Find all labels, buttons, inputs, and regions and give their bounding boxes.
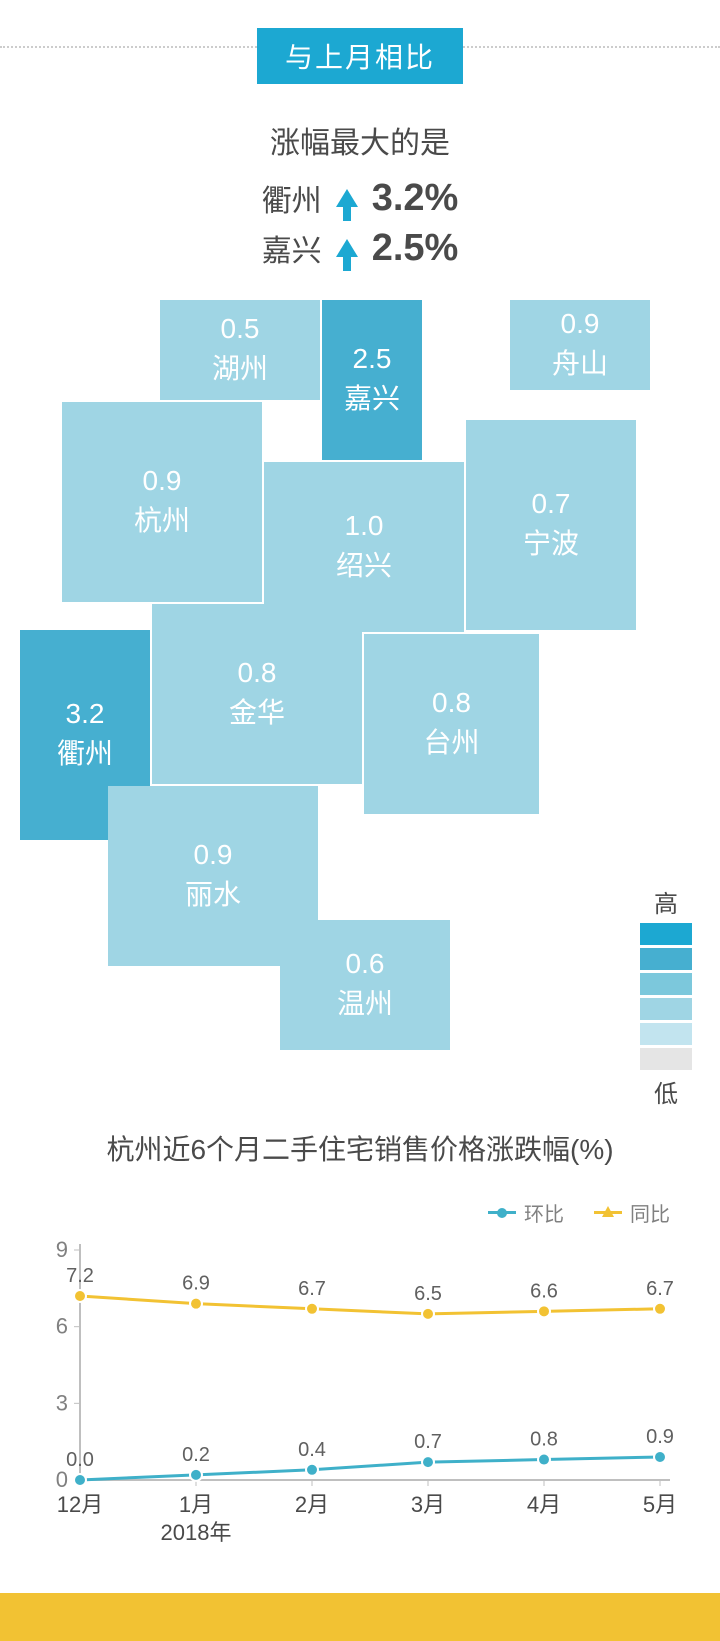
map-tile-宁波: 0.7宁波 — [466, 420, 636, 630]
svg-text:3月: 3月 — [411, 1492, 445, 1517]
svg-text:6.6: 6.6 — [530, 1280, 558, 1302]
svg-text:2月: 2月 — [295, 1492, 329, 1517]
tile-value: 0.9 — [143, 465, 182, 497]
legend-item-huanbi: 环比 — [488, 1198, 564, 1227]
tile-value: 0.6 — [346, 948, 385, 980]
svg-text:7.2: 7.2 — [66, 1265, 94, 1287]
tile-value: 0.8 — [238, 657, 277, 689]
tile-name: 丽水 — [185, 873, 241, 913]
top-value-0: 3.2% — [372, 177, 459, 220]
line-chart-legend: 环比 同比 — [488, 1198, 670, 1227]
svg-text:3: 3 — [56, 1390, 68, 1415]
svg-text:0.7: 0.7 — [414, 1431, 442, 1453]
footer-bar — [0, 1593, 720, 1641]
svg-text:0.0: 0.0 — [66, 1449, 94, 1471]
legend-high: 高 — [636, 884, 696, 919]
tile-value: 1.0 — [345, 510, 384, 542]
legend-low: 低 — [636, 1074, 696, 1109]
legend-swatch — [640, 948, 692, 970]
cartogram-map: 0.5湖州2.5嘉兴0.9舟山0.9杭州1.0绍兴0.7宁波3.2衢州0.8金华… — [0, 300, 720, 1080]
map-tile-台州: 0.8台州 — [364, 634, 539, 814]
map-tile-嘉兴: 2.5嘉兴 — [322, 300, 422, 460]
header-badge: 与上月相比 — [257, 28, 463, 84]
svg-text:0.2: 0.2 — [182, 1444, 210, 1466]
svg-text:0.8: 0.8 — [530, 1429, 558, 1451]
map-tile-温州: 0.6温州 — [280, 920, 450, 1050]
tile-name: 温州 — [337, 982, 393, 1022]
arrow-up-icon — [336, 189, 358, 207]
legend-swatch — [640, 1023, 692, 1045]
tile-value: 0.8 — [432, 687, 471, 719]
top-row-0: 衢州 3.2% — [0, 176, 720, 220]
top-value-1: 2.5% — [372, 227, 459, 270]
tile-name: 杭州 — [134, 499, 190, 539]
svg-text:6.9: 6.9 — [182, 1273, 210, 1295]
top-city-0: 衢州 — [262, 176, 322, 220]
svg-text:4月: 4月 — [527, 1492, 561, 1517]
map-tile-舟山: 0.9舟山 — [510, 300, 650, 390]
line-chart-title: 杭州近6个月二手住宅销售价格涨跌幅(%) — [0, 1128, 720, 1168]
svg-text:6: 6 — [56, 1314, 68, 1339]
arrow-up-icon — [336, 239, 358, 257]
legend-item-tongbi: 同比 — [594, 1198, 670, 1227]
tile-value: 0.9 — [561, 308, 600, 340]
tile-value: 0.9 — [194, 839, 233, 871]
tile-value: 3.2 — [66, 698, 105, 730]
map-tile-湖州: 0.5湖州 — [160, 300, 320, 400]
svg-text:9: 9 — [56, 1237, 68, 1262]
top-stats: 涨幅最大的是 衢州 3.2% 嘉兴 2.5% — [0, 118, 720, 276]
legend-swatch — [640, 1048, 692, 1070]
tile-name: 舟山 — [552, 342, 608, 382]
line-chart: 036912月1月2月3月4月5月2018年0.00.20.40.70.80.9… — [40, 1230, 680, 1570]
tile-name: 金华 — [229, 691, 285, 731]
map-tile-杭州: 0.9杭州 — [62, 402, 262, 602]
svg-text:12月: 12月 — [57, 1492, 103, 1517]
legend-swatch — [640, 973, 692, 995]
legend-label-0: 环比 — [524, 1198, 564, 1227]
tile-name: 台州 — [423, 721, 479, 761]
top-stats-title: 涨幅最大的是 — [0, 118, 720, 162]
tile-name: 宁波 — [523, 522, 579, 562]
map-tile-金华: 0.8金华 — [152, 604, 362, 784]
color-legend: 高 低 — [636, 880, 696, 1113]
tile-name: 湖州 — [212, 347, 268, 387]
legend-swatch — [640, 923, 692, 945]
svg-text:6.7: 6.7 — [646, 1278, 674, 1300]
svg-text:0.9: 0.9 — [646, 1426, 674, 1448]
svg-text:6.5: 6.5 — [414, 1283, 442, 1305]
svg-text:2018年: 2018年 — [161, 1520, 232, 1545]
svg-text:1月: 1月 — [179, 1492, 213, 1517]
svg-text:0.4: 0.4 — [298, 1439, 326, 1461]
legend-label-1: 同比 — [630, 1198, 670, 1227]
tile-value: 2.5 — [353, 343, 392, 375]
svg-text:6.7: 6.7 — [298, 1278, 326, 1300]
top-row-1: 嘉兴 2.5% — [0, 226, 720, 270]
tile-name: 嘉兴 — [344, 377, 400, 417]
tile-value: 0.7 — [532, 488, 571, 520]
tile-name: 衢州 — [57, 732, 113, 772]
tile-value: 0.5 — [221, 313, 260, 345]
tile-name: 绍兴 — [336, 544, 392, 584]
legend-swatch — [640, 998, 692, 1020]
svg-text:5月: 5月 — [643, 1492, 677, 1517]
top-city-1: 嘉兴 — [262, 226, 322, 270]
